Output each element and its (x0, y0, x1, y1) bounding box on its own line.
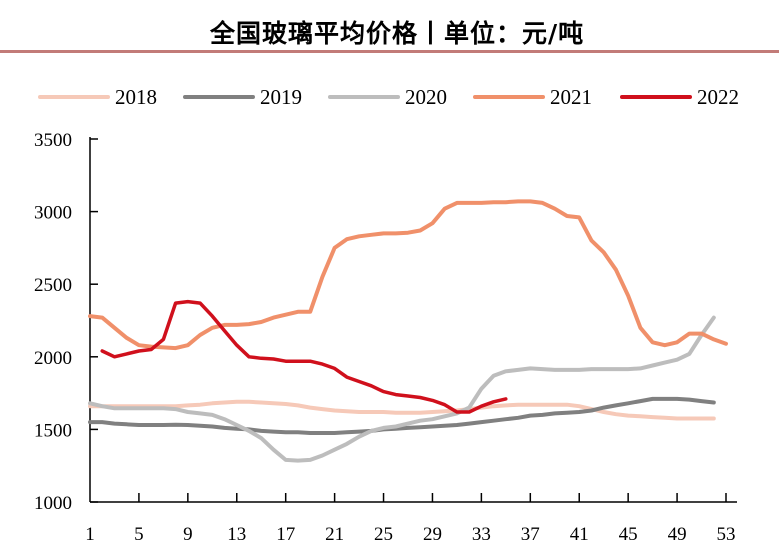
y-tick-label: 1500 (34, 420, 72, 441)
series-line-2020 (88, 315, 716, 463)
series-line-2021 (88, 199, 728, 351)
x-tick-label: 21 (325, 524, 344, 545)
legend-label-2021: 2021 (550, 85, 592, 109)
series-line-2019 (88, 396, 716, 435)
x-tick-label: 37 (521, 524, 540, 545)
x-tick-label: 53 (717, 524, 736, 545)
x-tick-label: 25 (374, 524, 393, 545)
x-tick-label: 41 (570, 524, 589, 545)
x-tick-label: 33 (472, 524, 491, 545)
y-tick-label: 1000 (34, 493, 72, 514)
legend-label-2020: 2020 (405, 85, 447, 109)
x-tick-label: 17 (276, 524, 295, 545)
x-tick-label: 5 (134, 524, 144, 545)
x-tick-label: 29 (423, 524, 442, 545)
x-tick-label: 45 (619, 524, 638, 545)
chart-title: 全国玻璃平均价格丨单位：元/吨 (210, 19, 585, 48)
legend-label-2019: 2019 (260, 85, 302, 109)
series-line-2018 (88, 399, 716, 421)
series-line-2022 (100, 299, 508, 414)
y-tick-label: 2000 (34, 348, 72, 369)
y-tick-label: 2500 (34, 275, 72, 296)
x-tick-label: 1 (85, 524, 95, 545)
title-divider (0, 50, 779, 53)
legend-label-2018: 2018 (115, 85, 157, 109)
x-tick-label: 49 (668, 524, 687, 545)
x-tick-label: 9 (183, 524, 193, 545)
y-tick-label: 3000 (34, 203, 72, 224)
y-tick-label: 3500 (34, 130, 72, 151)
legend-label-2022: 2022 (697, 85, 739, 109)
x-tick-label: 13 (227, 524, 246, 545)
